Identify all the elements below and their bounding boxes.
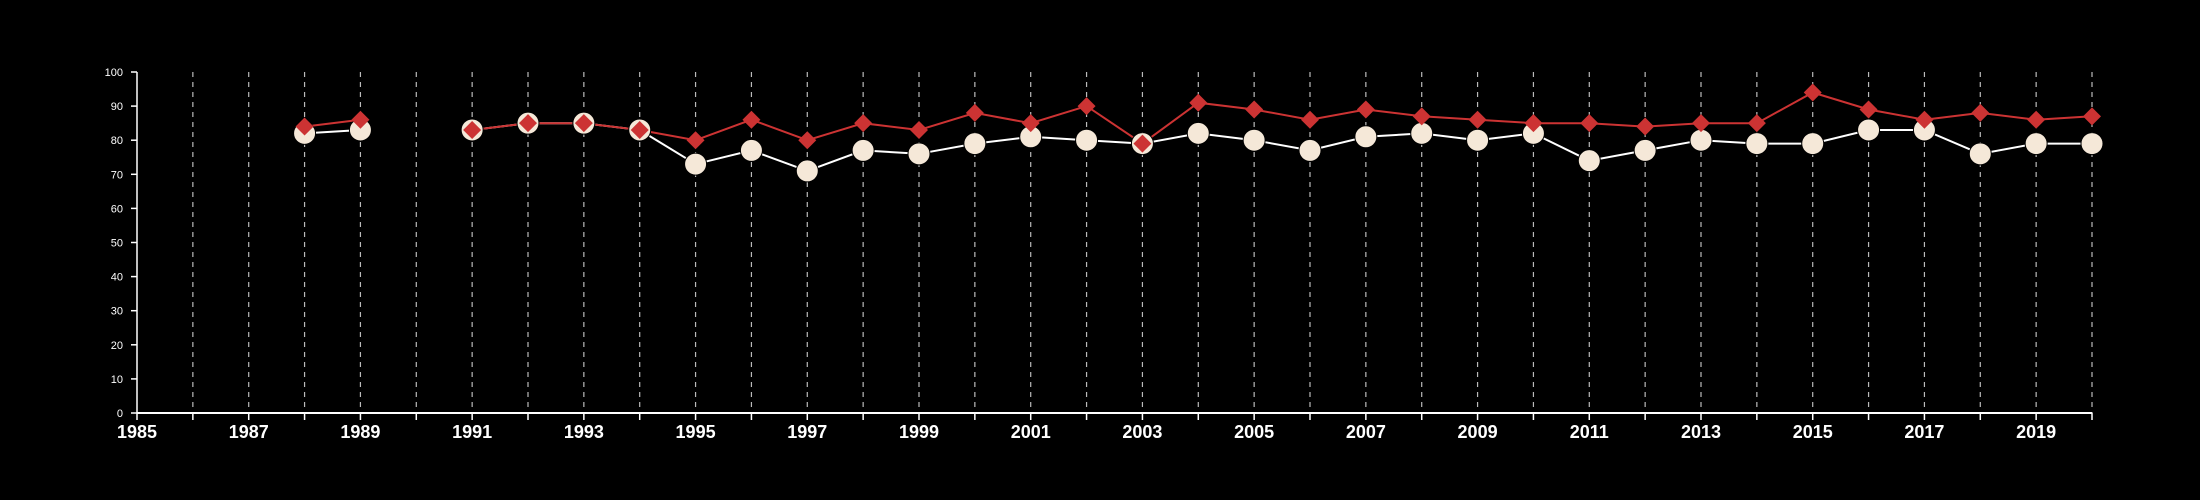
series-1-point bbox=[1242, 128, 1266, 152]
series-2-point bbox=[1356, 100, 1375, 119]
series-1-point bbox=[963, 132, 987, 156]
x-tick-label: 1995 bbox=[676, 422, 716, 442]
series-1-point bbox=[684, 152, 708, 176]
series-2-point bbox=[686, 131, 705, 150]
y-tick-label: 40 bbox=[111, 272, 123, 284]
y-tick-label: 10 bbox=[111, 374, 123, 386]
series-2-point bbox=[2027, 110, 2046, 129]
y-tick-label: 0 bbox=[117, 408, 123, 420]
x-tick-label: 2015 bbox=[1793, 422, 1833, 442]
series-1-point bbox=[1075, 128, 1099, 152]
y-tick-label: 90 bbox=[111, 101, 123, 113]
series-2-point bbox=[2083, 107, 2101, 126]
series-1-point bbox=[1298, 138, 1322, 162]
series-2-point bbox=[1859, 100, 1878, 119]
series-2-point bbox=[1077, 97, 1096, 116]
series-2-point bbox=[1412, 107, 1431, 126]
x-tick-label: 1999 bbox=[899, 422, 939, 442]
series-2-point bbox=[1803, 83, 1822, 102]
y-tick-label: 20 bbox=[111, 340, 123, 352]
y-tick-label: 100 bbox=[105, 67, 123, 79]
series-1-point bbox=[1354, 125, 1378, 149]
series-1-line bbox=[471, 122, 2092, 172]
x-tick-label: 2009 bbox=[1458, 422, 1498, 442]
series-1-point bbox=[1466, 128, 1490, 152]
x-tick-label: 2019 bbox=[2016, 422, 2056, 442]
series-2-point bbox=[1524, 114, 1543, 133]
series-1-point bbox=[1968, 142, 1992, 166]
series-1-point bbox=[851, 138, 875, 162]
series-1-point bbox=[739, 138, 763, 162]
x-tick-label: 2007 bbox=[1346, 422, 1386, 442]
series-2-point bbox=[965, 103, 984, 122]
series-2-point bbox=[1636, 117, 1655, 136]
series-2-point bbox=[295, 117, 314, 136]
series-1-point bbox=[2080, 132, 2104, 156]
series-2-point bbox=[1580, 114, 1599, 133]
series-1-point bbox=[1689, 128, 1713, 152]
series-2-line bbox=[471, 91, 2093, 145]
x-tick-label: 2005 bbox=[1234, 422, 1274, 442]
y-tick-label: 80 bbox=[111, 135, 123, 147]
series-2-point bbox=[574, 114, 593, 133]
series-1-point bbox=[1186, 121, 1210, 145]
x-tick-label: 2017 bbox=[1904, 422, 1944, 442]
x-tick-label: 2011 bbox=[1570, 422, 1609, 442]
series-2-point bbox=[1468, 110, 1487, 129]
series-1-point bbox=[1633, 138, 1657, 162]
markers bbox=[293, 83, 2104, 183]
series-2-point bbox=[1915, 110, 1934, 129]
series-2-point bbox=[1747, 114, 1766, 133]
series-2-point bbox=[742, 110, 761, 129]
x-tick-label: 1989 bbox=[340, 422, 380, 442]
series-2-point bbox=[463, 120, 482, 139]
y-tick-label: 60 bbox=[111, 203, 123, 215]
x-tick-label: 2001 bbox=[1011, 422, 1051, 442]
y-tick-label: 30 bbox=[111, 306, 123, 318]
series-1-point bbox=[1745, 132, 1769, 156]
series-2-point bbox=[1021, 114, 1040, 133]
series-2-point bbox=[1133, 134, 1152, 153]
series-2-point bbox=[854, 114, 873, 133]
series-1-point bbox=[1577, 149, 1601, 173]
y-tick-label: 70 bbox=[111, 169, 123, 181]
series-1-point bbox=[795, 159, 819, 183]
x-tick-label: 2013 bbox=[1681, 422, 1721, 442]
series-2-point bbox=[519, 114, 537, 133]
x-tick-label: 1993 bbox=[564, 422, 604, 442]
series-2-point bbox=[1971, 103, 1990, 122]
x-tick-label: 2003 bbox=[1122, 422, 1162, 442]
series-2-point bbox=[1245, 100, 1264, 119]
x-tick-label: 1985 bbox=[117, 422, 157, 442]
x-tick-label: 1987 bbox=[229, 422, 269, 442]
x-tick-label: 1991 bbox=[452, 422, 492, 442]
series-2-point bbox=[1189, 93, 1208, 112]
series-1-point bbox=[1801, 132, 1825, 156]
series-2-point bbox=[1692, 114, 1710, 133]
series-1-point bbox=[907, 142, 931, 166]
series-2-point bbox=[798, 131, 817, 150]
series-1-point bbox=[1410, 121, 1434, 145]
series-1-point bbox=[2024, 132, 2048, 156]
x-tick-label: 1997 bbox=[787, 422, 827, 442]
series-2-line bbox=[304, 118, 361, 128]
series-2-point bbox=[1301, 110, 1319, 129]
gridlines bbox=[192, 72, 2093, 413]
series-2-point bbox=[351, 110, 370, 129]
axes: 0 10 20 30 40 50 60 70 80 90 100 1985 1987 1989 1991 19… bbox=[105, 67, 2093, 442]
series-2-point bbox=[630, 120, 649, 139]
y-tick-label: 50 bbox=[111, 238, 123, 250]
series-1-point bbox=[1857, 118, 1881, 142]
series-2-point bbox=[910, 120, 928, 139]
